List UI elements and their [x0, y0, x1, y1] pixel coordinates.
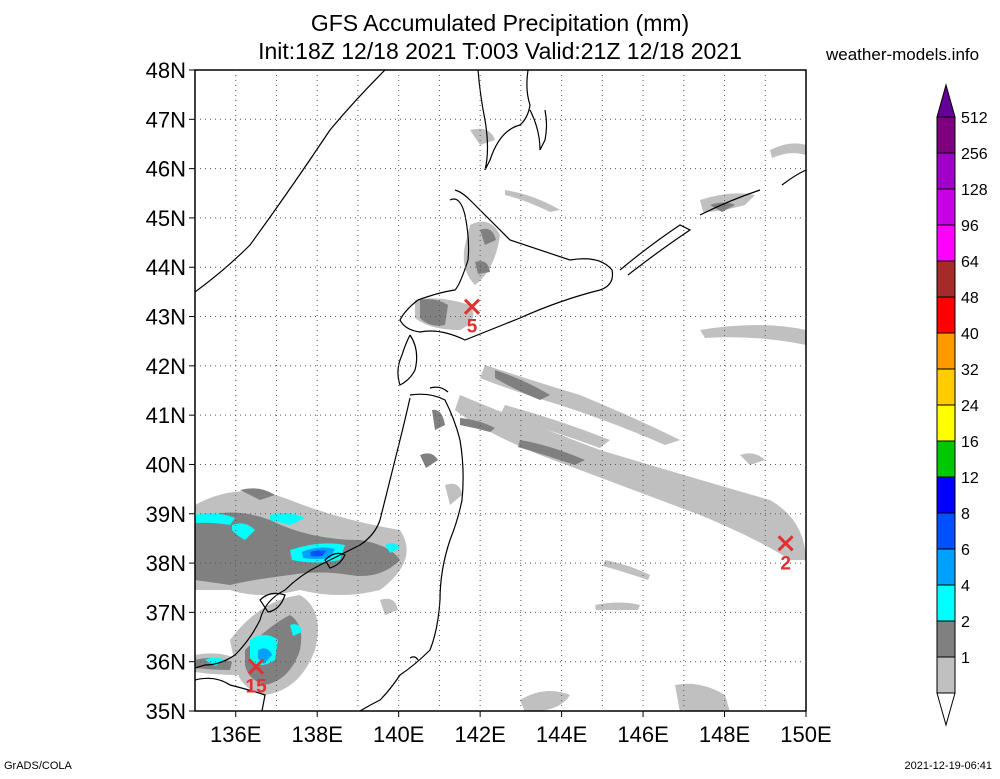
legend-level-label: 12	[961, 470, 979, 487]
legend-level-label: 48	[961, 290, 979, 307]
lat-tick-label: 40N	[146, 452, 186, 477]
legend-swatch	[936, 404, 956, 442]
legend-level-label: 24	[961, 398, 979, 415]
lon-tick-label: 138E	[292, 722, 343, 747]
longitude-tick-labels: 136E 138E 140E 142E 144E 146E 148E 150E	[210, 722, 832, 747]
legend-swatch	[936, 296, 956, 334]
legend-level-label: 256	[961, 146, 988, 163]
legend-level-label: 64	[961, 254, 979, 271]
legend-swatch	[936, 188, 956, 226]
software-credit: GrADS/COLA	[4, 760, 72, 772]
graticule	[189, 69, 807, 717]
site-name: weather-models.info	[826, 45, 980, 64]
legend-level-label: 32	[961, 362, 979, 379]
legend-level-label: 16	[961, 434, 979, 451]
legend-swatch	[936, 584, 956, 622]
lat-tick-label: 41N	[146, 403, 186, 428]
render-timestamp: 2021-12-19-06:41	[904, 760, 992, 772]
lat-tick-label: 36N	[146, 650, 186, 675]
legend-swatch	[936, 260, 956, 298]
precip-max-marker: 2	[777, 535, 794, 574]
marker-value-label: 5	[467, 317, 478, 338]
lat-tick-label: 39N	[146, 502, 186, 527]
legend-swatch	[936, 620, 956, 658]
lat-tick-label: 43N	[146, 305, 186, 330]
marker-value-label: 15	[246, 677, 268, 698]
legend-swatch	[936, 476, 956, 514]
map-border	[194, 69, 807, 712]
lat-tick-label: 46N	[146, 157, 186, 182]
lon-tick-label: 136E	[210, 722, 261, 747]
lon-tick-label: 140E	[373, 722, 424, 747]
marker-value-label: 2	[780, 553, 791, 574]
lon-tick-label: 150E	[780, 722, 831, 747]
lon-tick-label: 142E	[454, 722, 505, 747]
lon-tick-label: 148E	[699, 722, 750, 747]
lat-tick-label: 42N	[146, 354, 186, 379]
legend-swatch	[936, 116, 956, 154]
legend-bottom-arrow	[936, 692, 956, 727]
lat-tick-label: 38N	[146, 551, 186, 576]
legend-swatch	[936, 224, 956, 262]
precip-max-marker: 5	[463, 298, 481, 338]
map-title: GFS Accumulated Precipitation (mm)	[310, 10, 690, 36]
lon-tick-label: 146E	[617, 722, 668, 747]
legend-level-label: 512	[961, 110, 988, 127]
legend-swatch	[936, 440, 956, 478]
legend-top-arrow	[936, 83, 956, 118]
legend-swatch	[936, 152, 956, 190]
legend-level-label: 1	[961, 650, 970, 667]
legend-level-label: 2	[961, 614, 970, 631]
lat-tick-label: 37N	[146, 600, 186, 625]
legend-level-label: 4	[961, 578, 970, 595]
lat-tick-label: 35N	[146, 699, 186, 724]
legend-level-label: 6	[961, 542, 970, 559]
legend-swatch	[936, 548, 956, 586]
legend-swatch	[936, 332, 956, 370]
legend-swatch	[936, 368, 956, 406]
precip-max-markers: 5 2 15	[246, 298, 794, 698]
legend-swatch	[936, 656, 956, 694]
lat-tick-label: 48N	[146, 58, 186, 83]
lat-tick-label: 47N	[146, 107, 186, 132]
legend-level-label: 40	[961, 326, 979, 343]
lat-tick-label: 44N	[146, 255, 186, 280]
legend-swatch	[936, 512, 956, 550]
lon-tick-label: 144E	[536, 722, 587, 747]
latitude-tick-labels: 35N 36N 37N 38N 39N 40N 41N 42N 43N 44N 45N 46N 47N 4…	[146, 58, 186, 724]
legend-level-label: 96	[961, 218, 979, 235]
precip-deep-blue-areas	[310, 550, 326, 557]
map-subtitle: Init:18Z 12/18 2021 T:003 Valid:21Z 12/1…	[258, 38, 742, 64]
legend-level-label: 8	[961, 506, 970, 523]
coastlines	[195, 70, 806, 711]
legend-level-label: 128	[961, 182, 988, 199]
precip-max-marker: 15	[246, 658, 268, 698]
lat-tick-label: 45N	[146, 206, 186, 231]
